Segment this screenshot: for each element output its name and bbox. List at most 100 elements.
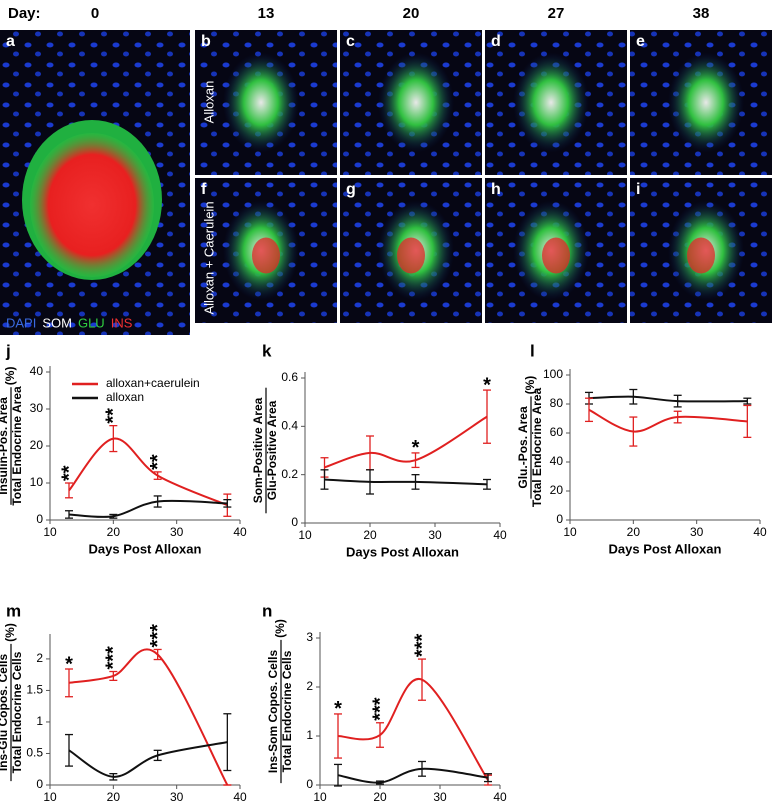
x-tick-label: 30 [690,525,704,539]
significance: * [334,698,342,720]
series-line [68,437,228,507]
y-label-denominator: Glu-Positive Area [265,400,279,500]
y-label-unit: (%) [3,367,17,386]
panel-letter: i [636,181,640,198]
x-tick-label: 30 [170,525,184,539]
error-bar [65,482,73,499]
error-bar [376,780,384,785]
day: 38 [693,5,710,22]
panel-letter: k [262,341,272,360]
error-bar [483,389,491,444]
panel-letter: d [491,33,501,50]
y-tick-label: 0.5 [26,746,43,760]
error-bar [109,670,118,681]
y-tick-label: 30 [30,401,44,415]
day: 20 [403,5,420,22]
y-label-denominator: Total Endocrine Cells [280,650,294,772]
micrographs [0,30,772,335]
legend-label: alloxan [106,390,144,404]
error-bar [585,397,593,423]
x-tick-label: 20 [627,525,641,539]
y-label-numerator: Insulin-Pos. Area [0,397,10,495]
insulin-cells [542,237,570,274]
islet [223,52,299,153]
panel-letter: f [201,181,207,198]
y-tick-label: 0.6 [281,370,298,384]
day: 13 [258,5,275,22]
y-tick-label: 0 [291,515,298,529]
error-bar [65,510,73,519]
y-label-denominator: Total Endocrine Area [10,386,24,506]
significance: * [65,653,73,675]
row-label: Alloxan [201,81,216,124]
y-tick-label: 80 [550,396,564,410]
islet [668,52,744,153]
legend-label: alloxan+caerulein [106,376,200,390]
chart: l 0 20 40 60 80 100 10 20 30 40 Days Post Alloxan Gl… [516,341,767,556]
series-line [337,767,489,784]
error-bar [153,749,162,762]
y-tick-label: 20 [550,483,564,497]
error-bar [109,513,118,519]
y-tick-label: 0 [36,512,43,526]
series-line [337,678,489,781]
y-tick-label: 1 [306,728,313,742]
panel-letter: j [5,341,11,360]
error-bar [65,733,73,767]
y-label-unit: (%) [3,623,17,642]
error-bar [366,469,374,495]
error-bar [411,474,420,490]
stain-label: INS [111,315,133,330]
series-line [588,408,748,433]
error-bar [743,397,752,405]
y-label-denominator: Total Endocrine Area [530,387,544,507]
stain-label: DAPI [6,315,36,330]
x-tick-label: 40 [233,790,247,804]
y-label-numerator: Ins-Som Copos. Cells [266,650,280,774]
day-label: Day: [8,5,41,22]
x-tick-label: 40 [493,790,507,804]
chart: k 0 0.2 0.4 0.6 10 20 30 40 Days Post Alloxan Som-… [251,341,507,559]
significance: *** [369,697,391,721]
chart: m00.511.5210203040Days Post AlloxanIns-G… [0,601,247,804]
error-bar [109,424,118,453]
x-tick-label: 30 [428,528,442,542]
series-line [68,499,228,518]
error-bar [484,773,492,783]
y-label-unit: (%) [273,619,287,638]
y-tick-label: 0 [306,777,313,791]
y-tick-label: 20 [30,438,44,452]
y-tick-label: 2 [306,679,313,693]
x-tick-label: 40 [233,525,247,539]
y-tick-label: 2 [36,651,43,665]
y-tick-label: 3 [306,630,313,644]
insulin-cells [397,237,425,274]
day: 27 [548,5,565,22]
error-bar [153,471,162,480]
x-tick-label: 10 [43,525,57,539]
error-bar [743,404,752,439]
y-axis-label: Som-Positive Area Glu-Positive Area [251,387,279,514]
significance: *** [147,624,169,648]
error-bar [483,478,491,490]
error-bar [153,648,162,661]
x-tick-label: 20 [107,525,121,539]
panel-letter: n [262,601,272,620]
series-line [324,415,488,469]
significance: *** [411,634,433,658]
day: 0 [91,5,99,22]
x-tick-label: 30 [170,790,184,804]
panel-letter: m [6,601,21,620]
error-bar [334,713,342,759]
error-bar [223,498,232,508]
error-bar [376,722,384,748]
x-axis-label: Days Post Alloxan [609,541,722,556]
series-line [324,478,488,486]
error-bar [109,773,118,781]
x-tick-label: 20 [373,790,387,804]
significance: ** [58,465,80,481]
y-label-numerator: Som-Positive Area [251,397,265,503]
error-bar [673,394,682,408]
